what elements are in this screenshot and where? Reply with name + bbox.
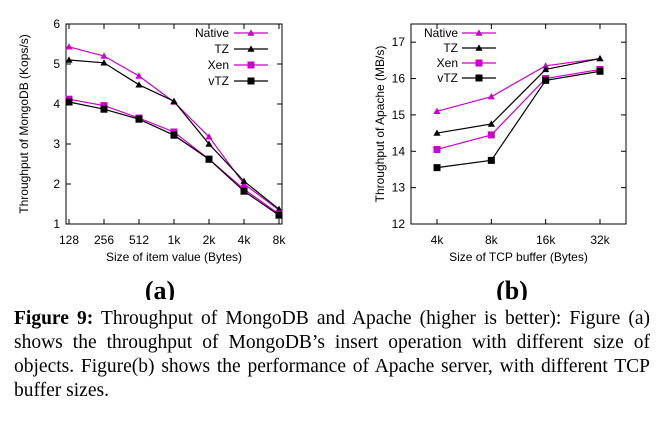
chart-b-ytick-label: 13	[392, 181, 406, 195]
chart-b-series-vtz	[433, 67, 604, 172]
chart-a-series-vtz-point	[100, 105, 108, 113]
chart-a-series-vtz-point	[275, 211, 283, 219]
chart-b-legend-marker	[475, 29, 483, 36]
chart-b-xlabel: Size of TCP buffer (Bytes)	[449, 250, 588, 264]
chart-a-xtick-label: 2k	[203, 233, 217, 247]
chart-b-series-native-line	[436, 57, 601, 112]
chart-a-series-vtz-point	[170, 131, 178, 139]
chart-b-series-xen-point	[487, 131, 495, 139]
chart-b-series-tz-point	[542, 65, 550, 73]
chart-b-series-native-point	[542, 62, 550, 69]
chart-b-legend-marker	[475, 74, 483, 82]
chart-b-legend-marker	[475, 59, 483, 67]
chart-a-ytick-label: 6	[53, 17, 60, 31]
chart-b-series-vtz-point	[542, 76, 550, 84]
chart-b-series-vtz-point	[487, 156, 495, 164]
chart-b-series-native-point	[433, 107, 441, 114]
chart-b-xtick-label: 16k	[536, 233, 556, 247]
chart-a-series-tz-point	[135, 81, 143, 88]
chart-b-legend-label: Xen	[437, 56, 458, 70]
chart-a-series-tz-point	[240, 177, 248, 184]
chart-a-series-native-point	[205, 133, 213, 140]
chart-b-xtick-label: 32k	[590, 233, 610, 247]
chart-a-series-vtz-point	[205, 155, 213, 163]
chart-a-series-tz-point	[205, 140, 213, 147]
chart-b-legend-label: TZ	[443, 41, 458, 55]
chart-a-ylabel: Throughput of MongoDB (Kops/s)	[17, 34, 31, 213]
chart-a-legend-marker	[247, 45, 255, 52]
chart-b-legend-marker	[475, 44, 483, 51]
chart-a-series-tz-point	[275, 205, 283, 212]
chart-a-xtick-label: 4k	[238, 233, 252, 247]
chart-a-xtick-label: 512	[129, 233, 149, 247]
chart-b-series-tz	[433, 54, 604, 136]
chart-a-ytick-label: 3	[53, 137, 60, 151]
chart-b-series-vtz-point	[596, 67, 604, 75]
chart-b-series-vtz-point	[433, 164, 441, 172]
chart-b-xtick-label: 8k	[485, 233, 499, 247]
chart-a-series-xen-line	[68, 98, 280, 215]
chart-b-frame	[410, 23, 627, 225]
chart-a-series-native-point	[135, 72, 143, 79]
chart-a-ytick-label: 5	[53, 57, 60, 71]
chart-a-legend-label: vTZ	[208, 74, 229, 88]
chart-a-series-native-point	[65, 43, 73, 50]
chart-b-xtick-label: 4k	[431, 233, 445, 247]
chart-b-series-native-point	[487, 93, 495, 100]
chart-a-series-tz	[65, 56, 283, 212]
chart-b-series-tz-point	[487, 120, 495, 127]
chart-b-series-tz-point	[596, 54, 604, 62]
chart-a-legend-label: Xen	[208, 58, 229, 72]
chart-a-series-xen	[65, 95, 283, 218]
chart-a-series-xen-point	[100, 102, 108, 110]
chart-a-series-tz-point	[100, 59, 108, 66]
chart-b-series-xen-line	[436, 68, 601, 151]
caption-text: Throughput of MongoDB and Apache (higher…	[14, 308, 650, 401]
chart-b-series-tz-line	[436, 57, 601, 134]
chart-a-legend-marker	[247, 29, 255, 36]
chart-b-series-xen-point	[433, 145, 441, 153]
chart-a-series-vtz-point	[65, 98, 73, 106]
chart-a-series-native	[65, 43, 283, 213]
chart-b-series-xen	[433, 65, 604, 153]
chart-b-series-tz-point	[433, 129, 441, 136]
chart-a-series-vtz	[65, 98, 283, 219]
chart-a-ytick-label: 4	[53, 97, 60, 111]
chart-b-panel-label: (b)	[496, 276, 528, 300]
chart-b-ytick-label: 14	[392, 144, 406, 158]
chart-a-xtick-label: 8k	[273, 233, 287, 247]
chart-b-series-native	[433, 54, 604, 114]
chart-a-legend-label: Native	[195, 26, 229, 40]
chart-a-series-vtz-point	[240, 187, 248, 195]
caption-label: Figure 9:	[14, 308, 94, 329]
chart-a-series-tz-point	[65, 56, 73, 63]
chart-a-legend-marker	[247, 61, 255, 69]
chart-a-xtick-label: 128	[59, 233, 79, 247]
chart-a-legend-marker	[247, 77, 255, 85]
chart-b-legend-label: Native	[424, 26, 458, 40]
chart-a-series-native-point	[100, 52, 108, 59]
chart-a-xtick-label: 256	[94, 233, 114, 247]
chart-a-xtick-label: 1k	[168, 233, 182, 247]
chart-b-ytick-label: 15	[392, 108, 406, 122]
chart-a-series-vtz-line	[68, 101, 280, 216]
chart-a-ytick-label: 1	[53, 217, 60, 231]
figure-caption: Figure 9: Throughput of MongoDB and Apac…	[14, 307, 650, 403]
chart-b-ylabel: Throughput of Apache (MB/s)	[373, 46, 387, 203]
chart-a-legend-label: TZ	[214, 42, 229, 56]
chart-b-legend-label: vTZ	[437, 71, 458, 85]
chart-a-ytick-label: 2	[53, 177, 60, 191]
chart-a-series-native-line	[68, 46, 280, 211]
chart-b-ytick-label: 12	[392, 217, 406, 231]
chart-b-ytick-label: 16	[392, 72, 406, 86]
chart-a-series-vtz-point	[135, 115, 143, 123]
chart-a-panel-label: (a)	[145, 276, 175, 300]
chart-a-xlabel: Size of item value (Bytes)	[106, 250, 242, 264]
chart-b-ytick-label: 17	[392, 35, 406, 49]
chart-b-series-vtz-line	[436, 70, 601, 169]
chart-a-series-tz-point	[170, 97, 178, 104]
